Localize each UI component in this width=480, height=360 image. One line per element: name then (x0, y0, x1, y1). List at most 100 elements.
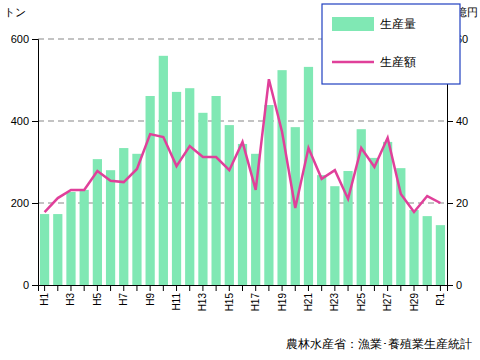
grid-line (38, 120, 447, 121)
tick-mark (242, 285, 243, 291)
tick: H19 (277, 285, 288, 311)
y-axis-title: トン (4, 6, 26, 19)
tick-mark (189, 285, 190, 291)
legend-swatch (332, 61, 374, 64)
tick: 200 (11, 197, 38, 209)
tick: 40 (447, 115, 468, 127)
tick-label: 600 (11, 33, 29, 45)
tick-mark (216, 285, 217, 291)
tick-label: H5 (92, 293, 103, 306)
axis-line (32, 40, 39, 286)
bar (53, 214, 62, 285)
tick: H5 (92, 285, 103, 306)
tick (189, 285, 190, 291)
bar (370, 158, 379, 285)
tick-mark (32, 121, 38, 122)
bar (436, 225, 445, 285)
tick: 0 (23, 279, 38, 291)
tick-mark (84, 285, 85, 291)
tick-label: H17 (250, 293, 261, 312)
tick (216, 285, 217, 291)
x-axis: H1H3H5H7H9H11H13H15H17H19H21H23H25H27H29… (39, 285, 448, 311)
tick (110, 285, 111, 291)
tick-mark (268, 285, 269, 291)
bar (40, 214, 49, 285)
tick (268, 285, 269, 291)
tick-label: H11 (171, 293, 182, 311)
tick (163, 285, 164, 291)
tick (136, 285, 137, 291)
tick: H11 (171, 285, 182, 311)
tick-label: 20 (456, 197, 468, 209)
legend-label: 生産額 (380, 55, 416, 69)
tick: H3 (65, 285, 76, 306)
bar (409, 210, 418, 285)
tick (400, 285, 401, 291)
legend-label: 生産量 (380, 17, 416, 31)
bar (423, 216, 432, 285)
bar (80, 190, 89, 285)
tick-label: H1 (39, 293, 50, 306)
tick: 400 (11, 115, 38, 127)
tick-label: 0 (456, 279, 462, 291)
legend-box (322, 4, 460, 84)
bar (93, 159, 102, 285)
tick-mark (32, 39, 38, 40)
tick-label: H29 (409, 293, 420, 312)
tick (84, 285, 85, 291)
tick-label: H3 (65, 293, 76, 306)
tick-mark (136, 285, 137, 291)
bar (106, 170, 115, 285)
tick-label: H23 (329, 293, 340, 312)
tick-mark (255, 285, 256, 291)
tick-label: 40 (456, 115, 468, 127)
tick-mark (202, 285, 203, 291)
tick-label: 0 (23, 279, 29, 291)
tick-mark (374, 285, 375, 291)
bar (277, 70, 286, 285)
tick-mark (440, 285, 441, 291)
tick: H1 (39, 285, 50, 306)
y-axis: 0 200 400 600 (11, 33, 39, 291)
tick: 600 (11, 33, 38, 45)
marks (40, 56, 445, 285)
tick-mark (427, 285, 428, 291)
tick-mark (163, 285, 164, 291)
tick (57, 285, 58, 291)
tick-mark (44, 285, 45, 291)
tick: H13 (197, 285, 208, 311)
tick-label: H15 (224, 293, 235, 312)
tick-mark (32, 285, 38, 286)
tick-label: H9 (145, 293, 156, 306)
bar (264, 105, 273, 285)
bar (146, 96, 155, 285)
bar (383, 142, 392, 285)
tick-mark (70, 285, 71, 291)
tick: R1 (435, 285, 446, 306)
bar (159, 56, 168, 285)
tick-label: 400 (11, 115, 29, 127)
bar (66, 192, 75, 285)
bar (304, 67, 313, 285)
tick: H29 (409, 285, 420, 311)
bar (172, 92, 181, 285)
tick-label: H7 (118, 293, 129, 306)
tick: H25 (356, 285, 367, 311)
tick-mark (308, 285, 309, 291)
tick-mark (295, 285, 296, 291)
tick (348, 285, 349, 291)
bar (317, 175, 326, 285)
bar (198, 113, 207, 285)
tick: H21 (303, 285, 314, 311)
tick-mark (150, 285, 151, 291)
tick-mark (447, 203, 453, 204)
tick-mark (414, 285, 415, 291)
tick-label: H19 (277, 293, 288, 312)
tick-mark (334, 285, 335, 291)
tick: H15 (224, 285, 235, 311)
tick: H23 (329, 285, 340, 311)
tick: 0 (447, 279, 462, 291)
tick-mark (110, 285, 111, 291)
tick-label: H21 (303, 293, 314, 312)
tick-mark (387, 285, 388, 291)
